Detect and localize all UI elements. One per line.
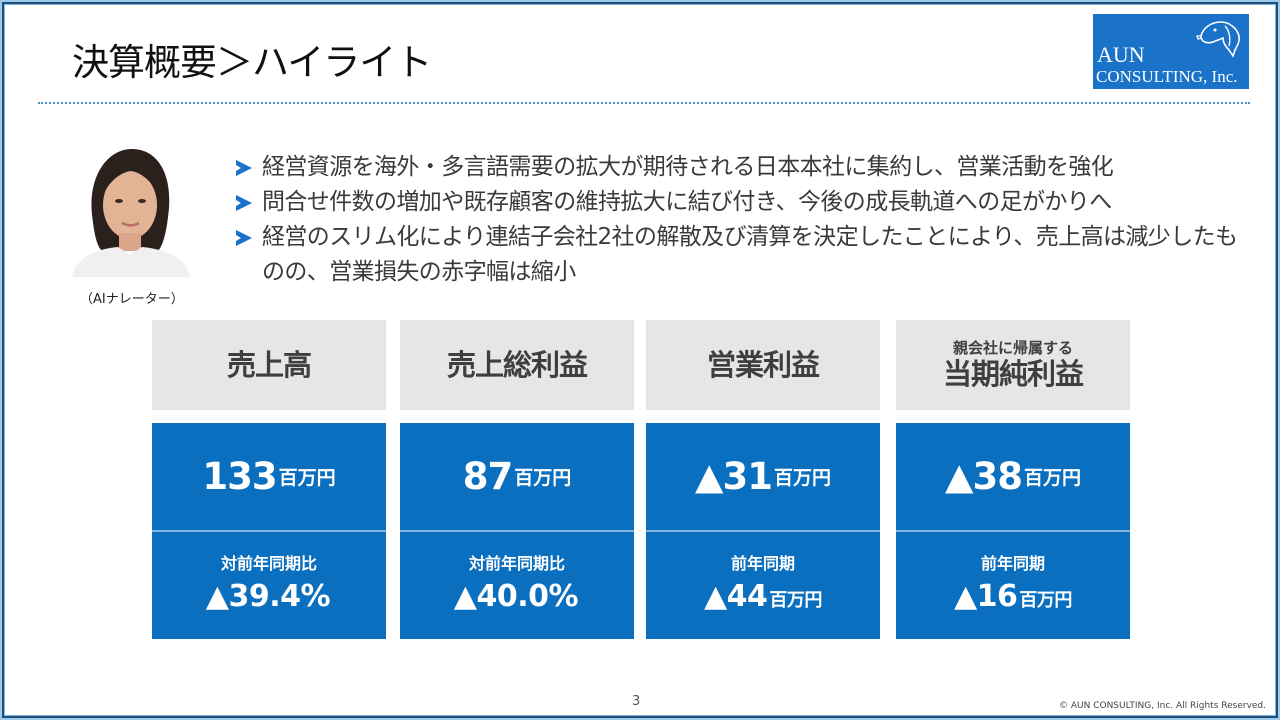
slide-title: 決算概要＞ハイライト — [72, 41, 432, 84]
card-title: 売上総利益 — [446, 348, 588, 382]
card-value: 133 — [202, 455, 277, 498]
highlight-bullets: 経営資源を海外・多言語需要の拡大が期待される日本本社に集約し、営業活動を強化 問… — [234, 150, 1254, 290]
logo-text-consulting: CONSULTING, Inc. — [1096, 67, 1238, 86]
card-unit: 百万円 — [514, 467, 572, 489]
card-unit: 百万円 — [1023, 467, 1081, 489]
compare-label: 対前年同期比 — [468, 553, 565, 573]
compare-value: ▲44 — [704, 578, 768, 614]
card-compare-panel: 対前年同期比 ▲40.0% — [400, 532, 634, 639]
card-value: ▲38 — [945, 455, 1023, 498]
arrow-bullet-icon — [236, 230, 252, 246]
card-compare-panel: 前年同期 ▲44 百万円 — [646, 532, 880, 639]
card-compare-panel: 前年同期 ▲16 百万円 — [896, 532, 1130, 639]
card-divider — [152, 530, 386, 532]
card-title: 当期純利益 — [942, 357, 1084, 391]
company-logo: AUN CONSULTING, Inc. — [1093, 14, 1249, 89]
slide-frame-inner — [4, 4, 1276, 716]
arrow-bullet-icon — [236, 195, 252, 211]
title-divider — [38, 102, 1250, 104]
card-header: 売上総利益 — [400, 320, 634, 410]
bullet-item: 問合せ件数の増加や既存顧客の維持拡大に結び付き、今後の成長軌道への足がかりへ — [234, 185, 1254, 220]
card-unit: 百万円 — [773, 467, 831, 489]
card-compare-panel: 対前年同期比 ▲39.4% — [152, 532, 386, 639]
card-header: 親会社に帰属する 当期純利益 — [896, 320, 1130, 410]
card-value-panel: 87 百万円 — [400, 423, 634, 530]
page-number: 3 — [632, 694, 641, 709]
bullet-text: 経営のスリム化により連結子会社2社の解散及び清算を決定したことにより、売上高は減… — [262, 224, 1238, 285]
card-header: 売上高 — [152, 320, 386, 410]
compare-value: ▲39.4% — [205, 578, 331, 614]
compare-unit: 百万円 — [1019, 589, 1072, 611]
ai-narrator-caption: （AIナレーター） — [80, 292, 184, 307]
bullet-text: 経営資源を海外・多言語需要の拡大が期待される日本本社に集約し、営業活動を強化 — [262, 154, 1114, 180]
card-value: 87 — [462, 455, 513, 498]
card-title: 売上高 — [226, 348, 312, 382]
compare-label: 前年同期 — [980, 553, 1045, 573]
card-value: ▲31 — [695, 455, 773, 498]
copyright-notice: © AUN CONSULTING, Inc. All Rights Reserv… — [1059, 701, 1266, 711]
compare-label: 前年同期 — [730, 553, 795, 573]
bullet-item: 経営のスリム化により連結子会社2社の解散及び清算を決定したことにより、売上高は減… — [234, 220, 1254, 290]
card-header: 営業利益 — [646, 320, 880, 410]
card-value-panel: 133 百万円 — [152, 423, 386, 530]
card-unit: 百万円 — [278, 467, 336, 489]
card-value-panel: ▲31 百万円 — [646, 423, 880, 530]
compare-label: 対前年同期比 — [220, 553, 317, 573]
compare-value: ▲16 — [954, 578, 1018, 614]
card-value-panel: ▲38 百万円 — [896, 423, 1130, 530]
arrow-bullet-icon — [236, 160, 252, 176]
compare-unit: 百万円 — [769, 589, 822, 611]
bullet-item: 経営資源を海外・多言語需要の拡大が期待される日本本社に集約し、営業活動を強化 — [234, 150, 1254, 185]
card-divider — [646, 530, 880, 532]
card-divider — [896, 530, 1130, 532]
ai-narrator-avatar — [62, 145, 198, 277]
card-subtitle: 親会社に帰属する — [952, 339, 1073, 357]
compare-value: ▲40.0% — [453, 578, 579, 614]
card-title: 営業利益 — [706, 348, 820, 382]
logo-text-aun: AUN — [1097, 42, 1145, 67]
bullet-text: 問合せ件数の増加や既存顧客の維持拡大に結び付き、今後の成長軌道への足がかりへ — [262, 189, 1112, 215]
dog-head-icon — [1196, 21, 1240, 58]
card-divider — [400, 530, 634, 532]
